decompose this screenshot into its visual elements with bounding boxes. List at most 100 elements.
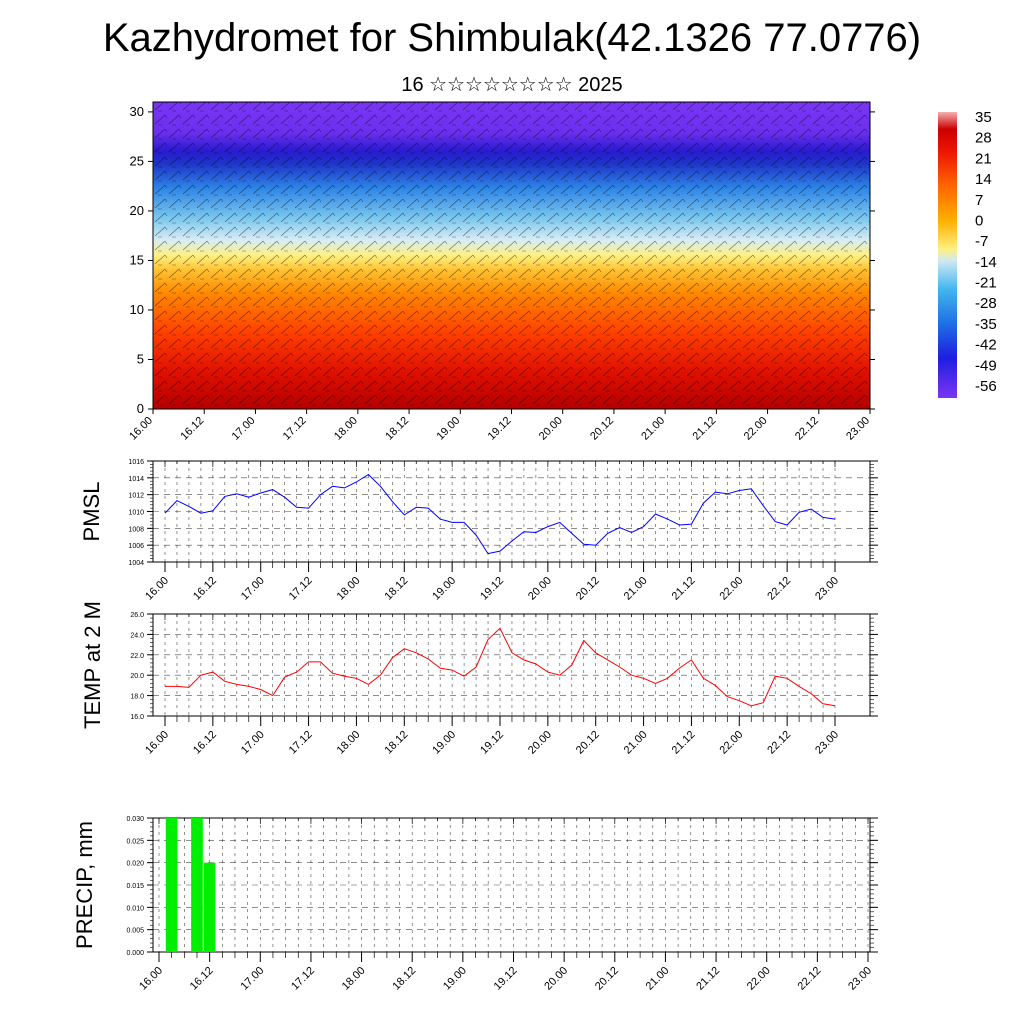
x-tick-label: 20.00 xyxy=(542,965,570,993)
x-tick-label: 19.12 xyxy=(492,965,520,993)
x-tick-label: 18.00 xyxy=(340,965,368,993)
y-tick-label: 18.0 xyxy=(130,694,144,701)
x-tick-label: 21.00 xyxy=(622,729,650,757)
x-tick-label: 17.00 xyxy=(239,575,267,603)
x-tick-label: 19.12 xyxy=(486,415,514,443)
y-axis-label: PRECIP, mm xyxy=(72,821,97,949)
panel-frame xyxy=(152,613,871,717)
y-tick-label: 20.0 xyxy=(130,673,144,680)
x-tick-label: 23.00 xyxy=(846,965,874,993)
colorbar: 35 28 21 14 7 0 -7 -14 -21 -28 -35 -42 -49 -56 xyxy=(938,109,997,398)
x-tick-label: 23.00 xyxy=(813,575,841,603)
x-tick-label: 22.00 xyxy=(745,965,773,993)
y-tick-label: 24.0 xyxy=(130,632,144,639)
precip-bar xyxy=(203,862,216,952)
x-tick-label: 18.12 xyxy=(383,415,411,443)
x-tick-label: 16.00 xyxy=(127,415,155,443)
colorbar-label: -35 xyxy=(975,316,997,333)
x-tick-label: 22.12 xyxy=(796,965,824,993)
y-tick-label: 10 xyxy=(130,302,144,317)
x-tick-label: 23.00 xyxy=(813,729,841,757)
y-tick-label: 1014 xyxy=(128,476,144,483)
x-tick-label: 20.12 xyxy=(574,729,602,757)
x-tick-label: 17.12 xyxy=(287,575,315,603)
x-tick-label: 21.00 xyxy=(644,965,672,993)
colorbar-label: -28 xyxy=(975,295,997,312)
x-tick-label: 18.00 xyxy=(335,729,363,757)
x-tick-label: 22.00 xyxy=(717,729,745,757)
x-tick-label: 18.12 xyxy=(382,729,410,757)
x-tick-label: 22.00 xyxy=(717,575,745,603)
x-tick-label: 17.12 xyxy=(289,965,317,993)
x-tick-label: 17.00 xyxy=(238,965,266,993)
x-tick-label: 16.00 xyxy=(143,729,171,757)
y-tick-label: 30 xyxy=(130,104,144,119)
x-tick-label: 17.12 xyxy=(281,415,309,443)
series-line xyxy=(164,473,836,555)
x-tick-label: 23.00 xyxy=(844,415,872,443)
x-tick-label: 16.00 xyxy=(143,575,171,603)
y-tick-label: 0.010 xyxy=(126,905,144,912)
x-tick-label: 21.12 xyxy=(691,415,719,443)
x-tick-label: 21.12 xyxy=(694,965,722,993)
y-tick-label: 26.0 xyxy=(130,612,144,619)
x-tick-label: 22.12 xyxy=(765,575,793,603)
y-tick-label: 16.0 xyxy=(130,714,144,721)
series-line xyxy=(165,627,836,707)
pmsl-panel: 1004 1006 1008 1010 1012 1014 1016 16.00 16.12 17… xyxy=(79,459,878,603)
y-tick-label: 20 xyxy=(130,203,144,218)
colorbar-label: 28 xyxy=(975,130,992,147)
y-tick-label: 15 xyxy=(130,252,144,267)
colorbar-label: -14 xyxy=(975,254,997,271)
y-tick-label: 1004 xyxy=(128,560,144,567)
x-tick-label: 20.00 xyxy=(537,415,565,443)
x-tick-label: 21.12 xyxy=(670,729,698,757)
x-tick-label: 20.12 xyxy=(574,575,602,603)
x-tick-label: 17.00 xyxy=(230,415,258,443)
y-tick-label: 1010 xyxy=(128,510,144,517)
x-tick-label: 19.00 xyxy=(434,415,462,443)
x-tick-label: 19.00 xyxy=(441,965,469,993)
colorbar-label: 35 xyxy=(975,109,992,126)
chart-title: Kazhydromet for Shimbulak(42.1326 77.077… xyxy=(102,16,922,60)
x-tick-label: 16.12 xyxy=(191,575,219,603)
y-tick-label: 0.030 xyxy=(126,816,144,823)
y-tick-label: 0.020 xyxy=(126,861,144,868)
x-tick-label: 19.00 xyxy=(430,729,458,757)
x-tick-label: 20.12 xyxy=(588,415,616,443)
x-tick-label: 16.12 xyxy=(191,729,219,757)
x-tick-label: 16.12 xyxy=(188,965,216,993)
x-tick-label: 18.12 xyxy=(390,965,418,993)
x-tick-label: 21.00 xyxy=(639,415,667,443)
temp-panel: 16.0 18.0 20.0 22.0 24.0 26.0 16.00 16.12 17.00 1… xyxy=(80,601,878,757)
colorbar-label: -49 xyxy=(975,357,997,374)
y-tick-label: 0.025 xyxy=(126,838,144,845)
x-tick-label: 17.00 xyxy=(239,729,267,757)
y-tick-label: 0.000 xyxy=(126,950,144,957)
x-tick-label: 18.00 xyxy=(332,415,360,443)
y-tick-label: 25 xyxy=(130,153,144,168)
colorbar-label: 7 xyxy=(975,192,983,209)
colorbar-label: -21 xyxy=(975,275,997,292)
temperature-cross-section: 0 5 10 15 20 25 30 16.00 16.12 17.00 17.12 18.00 18.… xyxy=(127,101,875,443)
x-tick-label: 18.12 xyxy=(382,575,410,603)
x-tick-label: 17.12 xyxy=(287,729,315,757)
x-tick-label: 19.12 xyxy=(478,575,506,603)
precip-bar xyxy=(191,818,203,952)
y-axis-label: TEMP at 2 M xyxy=(80,601,105,729)
colorbar-label: 21 xyxy=(975,150,992,167)
y-tick-label: 1008 xyxy=(128,526,144,533)
colorbar-bar xyxy=(938,112,957,398)
precip-panel: 0.000 0.005 0.010 0.015 0.020 0.025 0.030 16.00… xyxy=(72,816,878,993)
y-tick-label: 0.005 xyxy=(126,928,144,935)
colorbar-label: 14 xyxy=(975,171,992,188)
colorbar-label: -42 xyxy=(975,337,997,354)
x-tick-label: 22.12 xyxy=(793,415,821,443)
precip-bar xyxy=(165,818,178,952)
y-tick-label: 0.015 xyxy=(126,883,144,890)
x-tick-label: 20.12 xyxy=(593,965,621,993)
y-axis-label: PMSL xyxy=(79,482,104,542)
x-tick-label: 19.00 xyxy=(430,575,458,603)
x-tick-label: 22.12 xyxy=(765,729,793,757)
